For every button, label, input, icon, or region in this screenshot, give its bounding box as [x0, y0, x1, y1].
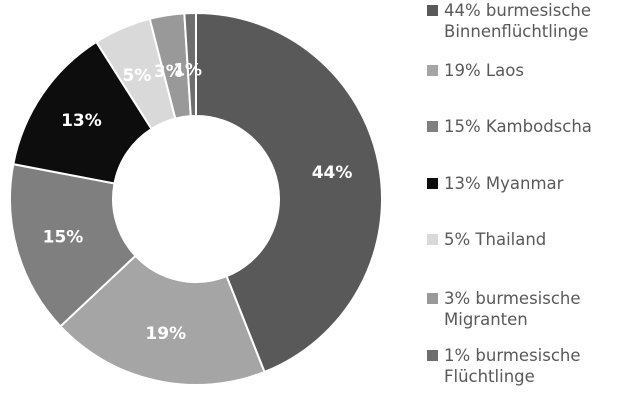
donut-slice-2: [9, 162, 137, 328]
legend-swatch-1: [427, 65, 438, 76]
legend-label-4: 5% Thailand: [444, 229, 546, 250]
legend-label-2: 15% Kambodscha: [444, 116, 592, 137]
legend-label-1: 19% Laos: [444, 60, 524, 81]
slice-label-3: 13%: [61, 111, 102, 131]
donut-slice-3: [12, 40, 153, 185]
slice-label-1: 19%: [145, 324, 186, 344]
legend-label-3: 13% Myanmar: [444, 173, 563, 194]
slice-label-5: 3%: [154, 62, 183, 82]
legend-label-line: 3% burmesische: [444, 289, 581, 308]
legend-label-0: 44% burmesische Binnenflüchtlinge: [444, 0, 591, 42]
legend-label-line: 5% Thailand: [444, 230, 547, 249]
slice-label-2: 15%: [43, 228, 84, 248]
legend-label-line: Flüchtlinge: [444, 367, 535, 386]
slice-label-4: 5%: [123, 66, 152, 86]
legend-swatch-5: [427, 293, 438, 304]
donut-slices: [9, 11, 383, 386]
legend-label-line: 13% Myanmar: [444, 174, 564, 193]
donut-slice-0: [195, 11, 383, 374]
legend-label-line: 1% burmesische: [444, 346, 581, 365]
donut-slice-6: [183, 11, 197, 118]
donut-slice-1: [58, 254, 266, 386]
legend-swatch-0: [427, 5, 438, 16]
legend-label-6: 1% burmesische Flüchtlinge: [444, 345, 581, 387]
legend-swatch-2: [427, 121, 438, 132]
legend-label-5: 3% burmesische Migranten: [444, 288, 581, 330]
legend-label-line: Migranten: [444, 310, 528, 329]
legend-swatch-6: [427, 350, 438, 361]
slice-labels: 44% 19% 15% 13% 5% 3%1%: [43, 61, 353, 345]
slice-label-6: 1%: [173, 61, 202, 81]
legend-swatch-4: [427, 234, 438, 245]
legend-label-line: 15% Kambodscha: [444, 117, 592, 136]
legend-label-line: Binnenflüchtlinge: [444, 22, 589, 41]
slice-label-0: 44%: [312, 163, 353, 183]
legend-swatch-3: [427, 178, 438, 189]
legend-label-line: 19% Laos: [444, 61, 524, 80]
legend-label-line: 44% burmesische: [444, 1, 592, 20]
